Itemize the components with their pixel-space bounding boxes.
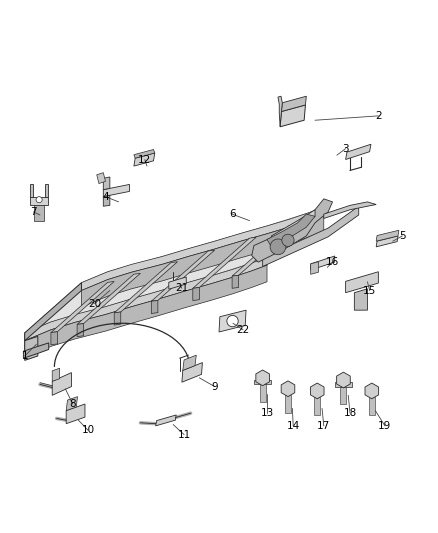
Polygon shape: [311, 383, 324, 399]
Polygon shape: [340, 386, 346, 404]
Text: 8: 8: [69, 399, 76, 409]
Polygon shape: [25, 257, 267, 341]
Circle shape: [227, 316, 238, 327]
Polygon shape: [281, 381, 295, 397]
Polygon shape: [114, 262, 177, 313]
Polygon shape: [365, 383, 378, 399]
Polygon shape: [256, 370, 269, 386]
Polygon shape: [337, 372, 350, 388]
Polygon shape: [103, 177, 110, 190]
Polygon shape: [267, 214, 315, 247]
Polygon shape: [282, 96, 306, 111]
Polygon shape: [272, 210, 315, 243]
Polygon shape: [155, 415, 176, 426]
Polygon shape: [376, 236, 398, 247]
Polygon shape: [103, 195, 110, 206]
Polygon shape: [232, 275, 239, 288]
Polygon shape: [346, 144, 371, 159]
Polygon shape: [66, 404, 85, 424]
Text: 17: 17: [317, 421, 330, 431]
Polygon shape: [51, 332, 57, 345]
Text: 1: 1: [21, 351, 28, 361]
Text: 19: 19: [378, 421, 392, 431]
Text: 12: 12: [138, 155, 152, 165]
Polygon shape: [280, 105, 305, 127]
Circle shape: [36, 197, 42, 203]
Text: 2: 2: [375, 111, 381, 121]
Text: 21: 21: [175, 284, 188, 293]
Polygon shape: [52, 373, 71, 395]
Polygon shape: [314, 398, 320, 415]
Polygon shape: [183, 355, 196, 370]
Circle shape: [270, 239, 286, 255]
Polygon shape: [25, 207, 324, 333]
Polygon shape: [252, 199, 332, 262]
Text: 20: 20: [88, 298, 101, 309]
Polygon shape: [25, 336, 38, 360]
Polygon shape: [23, 343, 49, 358]
Polygon shape: [114, 312, 121, 325]
Polygon shape: [354, 289, 367, 310]
Polygon shape: [376, 230, 399, 241]
Polygon shape: [81, 215, 324, 307]
Circle shape: [282, 234, 294, 246]
Polygon shape: [219, 310, 246, 332]
Polygon shape: [311, 256, 335, 270]
Polygon shape: [151, 250, 215, 301]
Text: 15: 15: [363, 286, 376, 295]
Polygon shape: [151, 301, 158, 313]
Polygon shape: [263, 206, 359, 266]
Polygon shape: [134, 149, 155, 158]
Polygon shape: [311, 262, 318, 274]
Polygon shape: [30, 183, 33, 197]
Polygon shape: [260, 384, 266, 402]
Text: 11: 11: [177, 430, 191, 440]
Polygon shape: [182, 362, 202, 382]
Polygon shape: [45, 183, 48, 197]
Text: 9: 9: [211, 382, 218, 392]
Polygon shape: [25, 265, 267, 357]
Text: 13: 13: [261, 408, 274, 418]
Polygon shape: [254, 380, 272, 384]
Polygon shape: [52, 368, 60, 381]
Polygon shape: [193, 287, 199, 301]
Polygon shape: [232, 225, 295, 276]
Polygon shape: [285, 395, 291, 413]
Polygon shape: [169, 277, 186, 289]
Polygon shape: [278, 96, 283, 127]
Polygon shape: [97, 173, 106, 183]
Polygon shape: [51, 281, 114, 333]
Polygon shape: [134, 153, 155, 166]
Polygon shape: [369, 398, 375, 415]
Polygon shape: [77, 324, 84, 337]
Text: 3: 3: [343, 143, 349, 154]
Text: 16: 16: [326, 257, 339, 267]
Text: 10: 10: [81, 425, 95, 435]
Text: 22: 22: [237, 325, 250, 335]
Polygon shape: [77, 273, 141, 325]
Text: 7: 7: [30, 207, 37, 217]
Polygon shape: [346, 272, 378, 293]
Polygon shape: [25, 282, 81, 341]
Text: 6: 6: [229, 209, 235, 219]
Polygon shape: [103, 184, 130, 197]
Polygon shape: [335, 382, 352, 386]
Polygon shape: [324, 202, 376, 219]
Polygon shape: [193, 237, 256, 288]
Text: 18: 18: [343, 408, 357, 418]
Text: 4: 4: [102, 192, 109, 201]
Polygon shape: [66, 397, 78, 410]
Polygon shape: [30, 197, 48, 205]
Text: 5: 5: [399, 231, 406, 241]
Polygon shape: [34, 205, 44, 221]
Text: 14: 14: [286, 421, 300, 431]
Polygon shape: [81, 207, 324, 290]
